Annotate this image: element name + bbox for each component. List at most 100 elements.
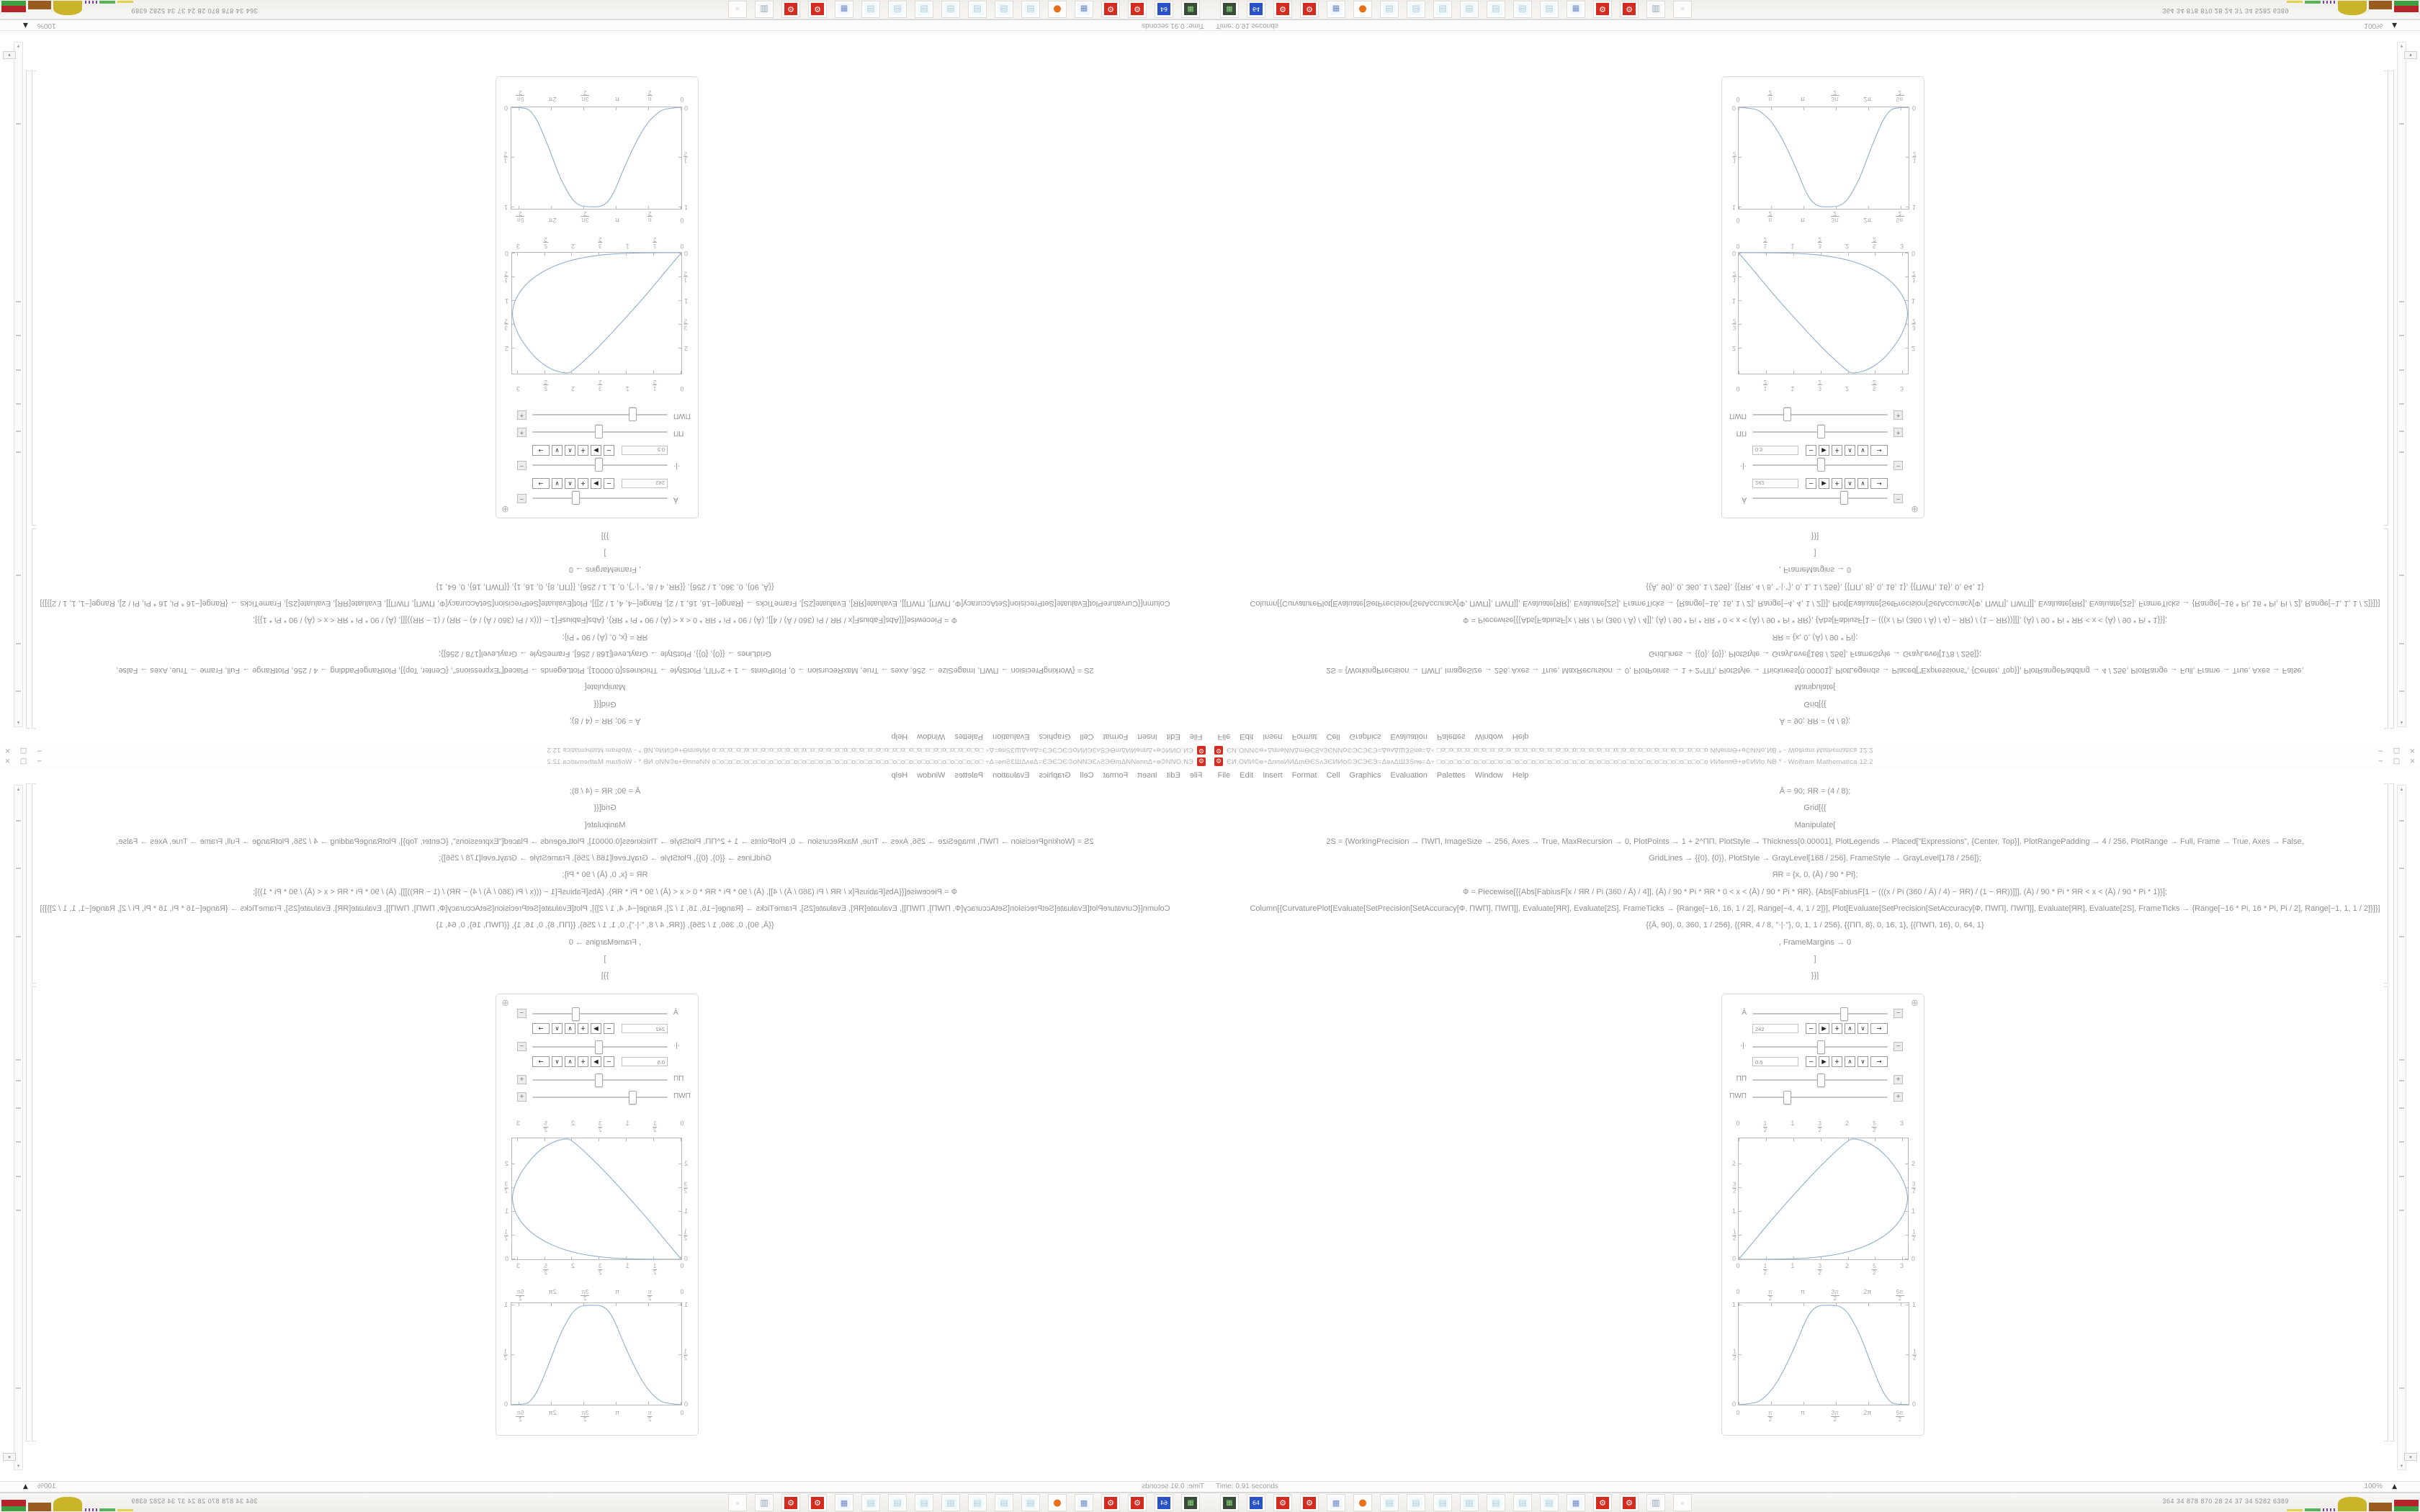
red-gear-icon[interactable]: ⚙ xyxy=(808,1494,827,1511)
calculator-icon[interactable]: ▦ xyxy=(1327,1,1345,18)
slider-PP-thumb[interactable] xyxy=(1817,1074,1825,1087)
menu-evaluation[interactable]: Evaluation xyxy=(992,770,1030,780)
magnification-icon[interactable]: ▲ xyxy=(2392,22,2397,29)
slider-RR-decrement-button[interactable]: − xyxy=(1806,1056,1816,1067)
slider-A-macron-thumb[interactable] xyxy=(1839,1007,1848,1021)
red-gear-icon[interactable]: ⚙ xyxy=(1300,1494,1319,1511)
display-icon[interactable]: ▦ xyxy=(1181,1494,1200,1511)
red-gear-icon[interactable]: ⚙ xyxy=(808,1,827,18)
scroll-corner-button[interactable]: ▾ xyxy=(2404,51,2417,59)
close-button[interactable]: × xyxy=(4,747,11,755)
slider-PWP-toggle-box[interactable]: + xyxy=(1894,410,1903,420)
calculator-icon[interactable]: ▦ xyxy=(1567,1494,1585,1511)
notepad-icon[interactable]: ▤ xyxy=(1433,1,1452,18)
slider-A-macron-decrement-button[interactable]: − xyxy=(1806,478,1816,489)
faded-icon[interactable]: » xyxy=(1673,1,1692,18)
notepad-icon[interactable]: ▤ xyxy=(1540,1,1559,18)
minimize-button[interactable]: − xyxy=(36,747,42,755)
scroll-down-icon[interactable]: ▾ xyxy=(2400,1463,2403,1469)
display-icon[interactable]: ▦ xyxy=(1220,1494,1239,1511)
notepad-icon[interactable]: ▤ xyxy=(1487,1494,1505,1511)
slider-A-macron-decrement-button[interactable]: − xyxy=(604,1023,614,1034)
red-gear-icon[interactable]: ⚙ xyxy=(781,1,800,18)
slider-A-macron-faster-button[interactable]: ∧ xyxy=(1845,1023,1855,1034)
menu-window[interactable]: Window xyxy=(917,770,946,780)
scroll-down-icon[interactable]: ▾ xyxy=(2400,43,2403,49)
slider-PWP-thumb[interactable] xyxy=(629,408,637,421)
calculator-icon[interactable]: ▦ xyxy=(1075,1494,1093,1511)
notepad-icon[interactable]: ▤ xyxy=(1407,1,1425,18)
menu-insert[interactable]: Insert xyxy=(1137,770,1157,780)
menu-cell[interactable]: Cell xyxy=(1080,770,1094,780)
printer-icon[interactable]: ▥ xyxy=(1646,1494,1665,1511)
notepad-icon[interactable]: ▤ xyxy=(888,1494,907,1511)
menu-insert[interactable]: Insert xyxy=(1263,732,1283,742)
slider-A-macron-direction-button[interactable]: → xyxy=(532,1023,550,1034)
menu-evaluation[interactable]: Evaluation xyxy=(992,732,1030,742)
slider-RR-increment-button[interactable]: + xyxy=(578,445,588,456)
slider-RR-toggle-box[interactable]: − xyxy=(517,1042,526,1051)
slider-RR-play-button[interactable]: ▶ xyxy=(591,1056,601,1067)
menu-insert[interactable]: Insert xyxy=(1137,732,1157,742)
menu-palettes[interactable]: Palettes xyxy=(1436,732,1466,742)
slider-A-macron-value-field[interactable]: 242 xyxy=(1752,1024,1798,1033)
slider-A-macron-play-button[interactable]: ▶ xyxy=(591,1023,601,1034)
slider-A-macron-track[interactable] xyxy=(532,1007,668,1021)
slider-A-macron-thumb[interactable] xyxy=(572,1007,581,1021)
menu-file[interactable]: File xyxy=(1189,732,1203,742)
slider-RR-faster-button[interactable]: ∧ xyxy=(1845,445,1855,456)
slider-A-macron-increment-button[interactable]: + xyxy=(578,478,588,489)
menu-palettes[interactable]: Palettes xyxy=(1436,770,1466,780)
menu-palettes[interactable]: Palettes xyxy=(954,770,984,780)
slider-RR-increment-button[interactable]: + xyxy=(1832,1056,1842,1067)
slider-RR-track[interactable] xyxy=(532,1040,668,1054)
notepad-icon[interactable]: ▤ xyxy=(1021,1494,1040,1511)
magnification-icon[interactable]: ▲ xyxy=(2392,1483,2397,1490)
calculator-icon[interactable]: ▦ xyxy=(1327,1494,1345,1511)
zoom-level-label[interactable]: 100% xyxy=(2364,1482,2383,1490)
slider-A-macron-decrement-button[interactable]: − xyxy=(604,478,614,489)
red-gear-icon[interactable]: ⚙ xyxy=(1101,1494,1120,1511)
slider-RR-decrement-button[interactable]: − xyxy=(604,1056,614,1067)
notepad-icon[interactable]: ▤ xyxy=(968,1494,987,1511)
notepad-icon[interactable]: ▤ xyxy=(968,1,987,18)
menu-cell[interactable]: Cell xyxy=(1326,770,1340,780)
slider-PP-thumb[interactable] xyxy=(595,1074,603,1087)
output-cell-bracket[interactable] xyxy=(32,71,36,526)
vertical-scrollbar[interactable]: ▴ ▾ xyxy=(2397,42,2406,727)
output-cell-bracket[interactable] xyxy=(2384,986,2388,1441)
slider-A-macron-direction-button[interactable]: → xyxy=(1870,478,1888,489)
slider-PP-track[interactable] xyxy=(532,1074,668,1087)
scroll-down-icon[interactable]: ▾ xyxy=(17,1463,20,1469)
menu-evaluation[interactable]: Evaluation xyxy=(1390,732,1428,742)
slider-RR-value-field[interactable]: 0.5 xyxy=(622,446,668,455)
notepad-icon[interactable]: ▤ xyxy=(1380,1494,1399,1511)
menu-help[interactable]: Help xyxy=(891,770,908,780)
slider-PP-track[interactable] xyxy=(1752,1074,1888,1087)
slider-RR-faster-button[interactable]: ∧ xyxy=(1845,1056,1855,1067)
input-cell-bracket[interactable] xyxy=(32,783,36,984)
menu-edit[interactable]: Edit xyxy=(1166,770,1180,780)
slider-RR-direction-button[interactable]: → xyxy=(532,1056,550,1067)
close-button[interactable]: × xyxy=(2409,757,2416,765)
zoom-level-label[interactable]: 100% xyxy=(37,1482,56,1490)
red-gear-icon[interactable]: ⚙ xyxy=(1273,1,1292,18)
slider-RR-value-field[interactable]: 0.5 xyxy=(1752,1057,1798,1066)
close-button[interactable]: × xyxy=(2409,747,2416,755)
slider-A-macron-thumb[interactable] xyxy=(1839,491,1848,505)
slider-A-macron-faster-button[interactable]: ∧ xyxy=(1845,478,1855,489)
input-cell-bracket[interactable] xyxy=(2384,783,2388,984)
slider-RR-direction-button[interactable]: → xyxy=(1870,1056,1888,1067)
slider-A-macron-faster-button[interactable]: ∧ xyxy=(565,478,575,489)
slider-PWP-track[interactable] xyxy=(1752,408,1888,421)
slider-RR-play-button[interactable]: ▶ xyxy=(1819,1056,1829,1067)
slider-A-macron-slower-button[interactable]: ∨ xyxy=(552,478,563,489)
slider-PWP-thumb[interactable] xyxy=(1783,408,1791,421)
output-cell-bracket[interactable] xyxy=(32,986,36,1441)
scroll-corner-button[interactable]: ▾ xyxy=(3,51,16,59)
restore-button[interactable]: □ xyxy=(2393,757,2401,765)
red-gear-icon[interactable]: ⚙ xyxy=(1128,1,1147,18)
cell-group-bracket[interactable] xyxy=(2390,783,2394,1441)
red-gear-icon[interactable]: ⚙ xyxy=(1300,1,1319,18)
notepad-icon[interactable]: ▤ xyxy=(915,1494,933,1511)
